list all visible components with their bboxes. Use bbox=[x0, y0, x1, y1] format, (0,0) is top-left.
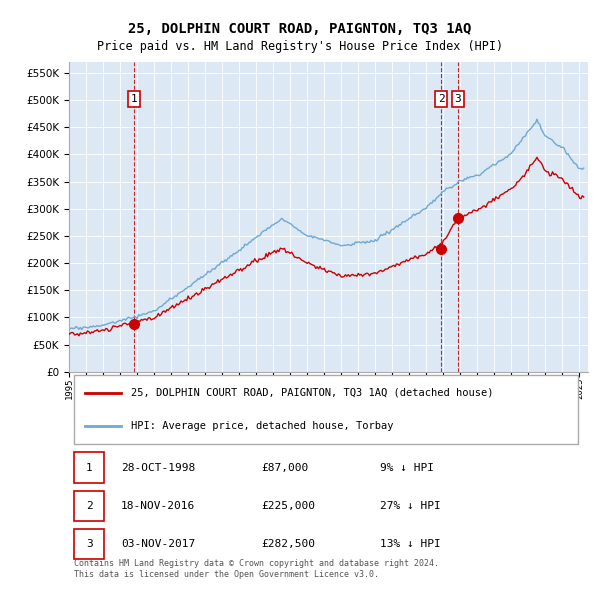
Text: Contains HM Land Registry data © Crown copyright and database right 2024.
This d: Contains HM Land Registry data © Crown c… bbox=[74, 559, 439, 579]
Text: £282,500: £282,500 bbox=[261, 539, 315, 549]
FancyBboxPatch shape bbox=[74, 529, 104, 559]
FancyBboxPatch shape bbox=[74, 453, 104, 483]
Text: 2: 2 bbox=[438, 94, 445, 104]
Text: £225,000: £225,000 bbox=[261, 501, 315, 511]
Text: 2: 2 bbox=[86, 501, 92, 511]
Text: 27% ↓ HPI: 27% ↓ HPI bbox=[380, 501, 441, 511]
Text: 25, DOLPHIN COURT ROAD, PAIGNTON, TQ3 1AQ (detached house): 25, DOLPHIN COURT ROAD, PAIGNTON, TQ3 1A… bbox=[131, 388, 494, 398]
FancyBboxPatch shape bbox=[74, 491, 104, 521]
Text: 1: 1 bbox=[86, 463, 92, 473]
Text: 28-OCT-1998: 28-OCT-1998 bbox=[121, 463, 195, 473]
FancyBboxPatch shape bbox=[74, 375, 578, 444]
Text: 1: 1 bbox=[131, 94, 137, 104]
Text: Price paid vs. HM Land Registry's House Price Index (HPI): Price paid vs. HM Land Registry's House … bbox=[97, 40, 503, 53]
Text: 03-NOV-2017: 03-NOV-2017 bbox=[121, 539, 195, 549]
Text: 13% ↓ HPI: 13% ↓ HPI bbox=[380, 539, 441, 549]
Text: 25, DOLPHIN COURT ROAD, PAIGNTON, TQ3 1AQ: 25, DOLPHIN COURT ROAD, PAIGNTON, TQ3 1A… bbox=[128, 22, 472, 37]
Text: 18-NOV-2016: 18-NOV-2016 bbox=[121, 501, 195, 511]
Text: 9% ↓ HPI: 9% ↓ HPI bbox=[380, 463, 434, 473]
Text: £87,000: £87,000 bbox=[261, 463, 308, 473]
Text: 3: 3 bbox=[86, 539, 92, 549]
Text: 3: 3 bbox=[454, 94, 461, 104]
Text: HPI: Average price, detached house, Torbay: HPI: Average price, detached house, Torb… bbox=[131, 421, 394, 431]
